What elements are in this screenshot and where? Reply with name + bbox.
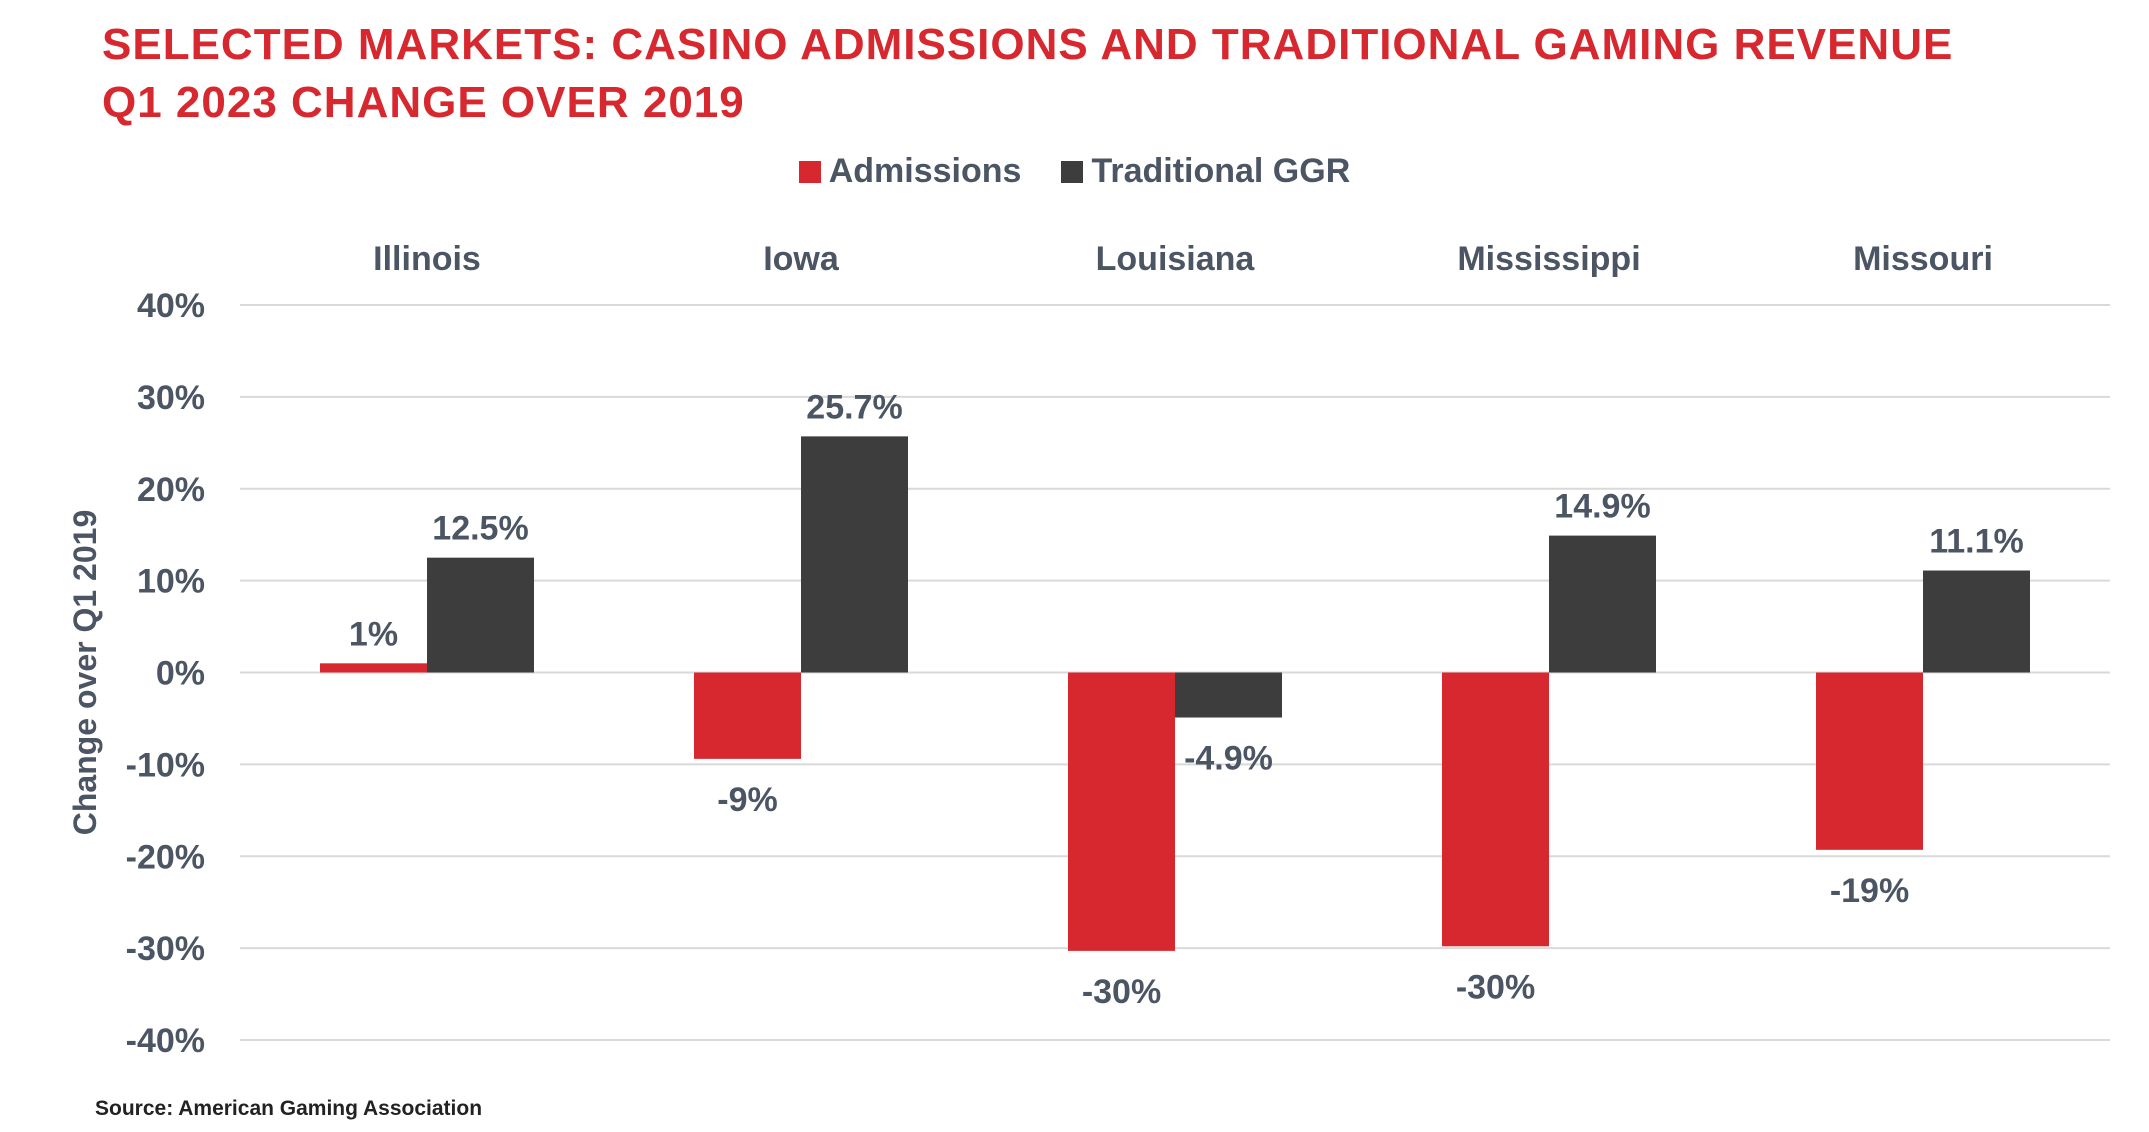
y-tick-label: -20%	[126, 838, 205, 876]
data-label: 25.7%	[806, 388, 902, 426]
legend-label-traditional-ggr: Traditional GGR	[1091, 152, 1351, 190]
bar-admissions	[694, 672, 801, 759]
data-label: -30%	[1456, 968, 1535, 1006]
bar-traditional-ggr	[1175, 672, 1282, 718]
data-label: 12.5%	[432, 510, 528, 548]
y-tick-label: 20%	[137, 471, 205, 509]
data-label: 14.9%	[1554, 488, 1650, 526]
y-tick-label: -40%	[126, 1022, 205, 1060]
bar-admissions	[1068, 672, 1175, 951]
bar-traditional-ggr	[427, 557, 534, 673]
y-tick-label: 40%	[137, 287, 205, 325]
bar-traditional-ggr	[1549, 535, 1656, 673]
y-tick-label: 10%	[137, 563, 205, 601]
bar-admissions	[1816, 672, 1923, 850]
data-label: -30%	[1082, 973, 1161, 1011]
source-note: Source: American Gaming Association	[95, 1097, 483, 1120]
y-tick-label: 0%	[156, 655, 205, 693]
legend-swatch-traditional-ggr	[1061, 160, 1084, 183]
legend-swatch-admissions	[798, 160, 821, 183]
bar-admissions	[1442, 672, 1549, 947]
y-tick-label: -10%	[126, 746, 205, 784]
y-axis-label: Change over Q1 2019	[67, 510, 103, 835]
data-label: 1%	[349, 615, 398, 653]
bar-admissions	[320, 663, 427, 673]
data-label: -4.9%	[1184, 740, 1273, 778]
data-label: 11.1%	[1929, 523, 2024, 561]
y-tick-label: -30%	[126, 930, 205, 968]
chart-subtitle: Q1 2023 CHANGE OVER 2019	[102, 78, 745, 127]
category-label: Mississippi	[1457, 240, 1640, 278]
y-tick-label: 30%	[137, 379, 205, 417]
legend-label-admissions: Admissions	[828, 152, 1022, 190]
data-label: -9%	[717, 781, 777, 819]
bar-traditional-ggr	[801, 436, 908, 673]
chart-title: SELECTED MARKETS: CASINO ADMISSIONS AND …	[102, 20, 1954, 69]
category-label: Louisiana	[1096, 240, 1256, 278]
category-label: Missouri	[1853, 240, 1993, 278]
data-label: -19%	[1830, 872, 1909, 910]
bar-traditional-ggr	[1923, 570, 2030, 673]
category-label: Iowa	[763, 240, 840, 278]
category-label: Illinois	[373, 240, 481, 278]
legend-item-admissions: Admissions	[798, 152, 1022, 191]
legend-item-traditional-ggr: Traditional GGR	[1061, 152, 1350, 191]
legend: Admissions Traditional GGR	[0, 152, 2149, 191]
